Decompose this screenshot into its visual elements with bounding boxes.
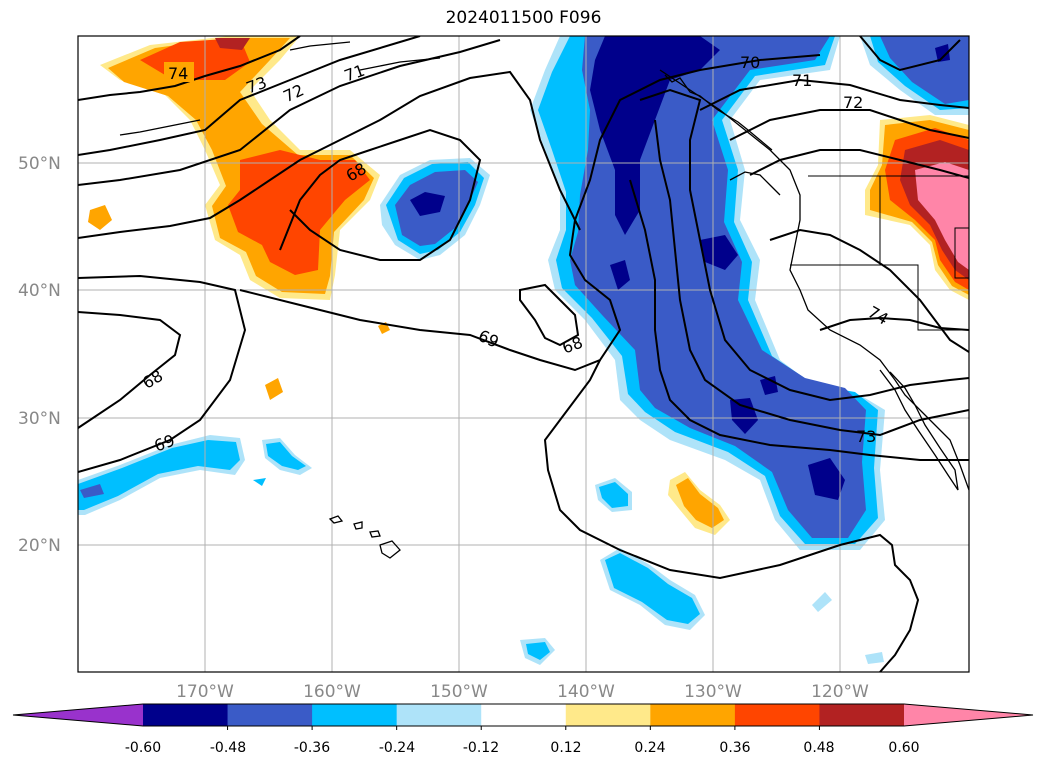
colorbar-label: -0.24	[379, 740, 415, 756]
lon-label: 170°W	[176, 682, 234, 702]
negative-anomaly-southwest	[78, 435, 312, 515]
contour-label: 74	[168, 64, 188, 83]
colorbar-segment	[481, 704, 567, 726]
colorbar-segment	[565, 704, 651, 726]
colorbar-labels: -0.60 -0.48 -0.36 -0.24 -0.12 0.12 0.24 …	[125, 740, 920, 756]
lon-label: 120°W	[811, 682, 869, 702]
colorbar-segment	[312, 704, 398, 726]
gridlines	[78, 36, 969, 672]
colorbar-segment	[396, 704, 482, 726]
latitude-labels: 50°N 40°N 30°N 20°N	[18, 154, 61, 556]
lon-label: 160°W	[303, 682, 361, 702]
colorbar-label: 0.36	[719, 740, 750, 756]
lat-label: 50°N	[18, 154, 61, 174]
lon-label: 130°W	[684, 682, 742, 702]
colorbar-segment	[819, 704, 905, 726]
colorbar-label: -0.48	[210, 740, 246, 756]
height-contours	[78, 36, 969, 672]
colorbar-segment	[650, 704, 736, 726]
lat-label: 30°N	[18, 409, 61, 429]
negative-anomaly-small-blobs	[520, 478, 884, 665]
colorbar-outline	[12, 703, 1034, 727]
contour-label: 73	[856, 427, 876, 446]
colorbar-segment	[143, 704, 229, 726]
lat-label: 40°N	[18, 281, 61, 301]
positive-anomaly-subtropics	[668, 472, 730, 535]
contour-label: 70	[740, 53, 760, 72]
map-panel: 74 73 72 71 70 71 72 68 69 68 68 69 73 7…	[78, 36, 969, 672]
colorbar-segment	[734, 704, 820, 726]
map-title: 2024011500 F096	[445, 8, 602, 28]
colorbar-label: -0.12	[463, 740, 499, 756]
longitude-labels: 170°W 160°W 150°W 140°W 130°W 120°W	[176, 682, 869, 702]
colorbar-label: 0.48	[803, 740, 834, 756]
colorbar-extend-max	[904, 704, 1033, 726]
colorbar	[12, 703, 1034, 730]
colorbar-segment	[227, 704, 313, 726]
positive-anomaly-northwest	[88, 36, 390, 400]
lon-label: 140°W	[557, 682, 615, 702]
contour-label: 71	[792, 71, 812, 90]
colorbar-label: -0.36	[294, 740, 330, 756]
positive-anomaly-west-coast	[865, 115, 969, 300]
colorbar-label: -0.60	[125, 740, 161, 756]
colorbar-label: 0.60	[888, 740, 919, 756]
lat-label: 20°N	[18, 536, 61, 556]
colorbar-label: 0.12	[550, 740, 581, 756]
lon-label: 150°W	[430, 682, 488, 702]
contour-label: 72	[843, 93, 863, 112]
colorbar-label: 0.24	[634, 740, 665, 756]
map-frame	[77, 35, 970, 673]
colorbar-extend-min	[13, 704, 143, 726]
